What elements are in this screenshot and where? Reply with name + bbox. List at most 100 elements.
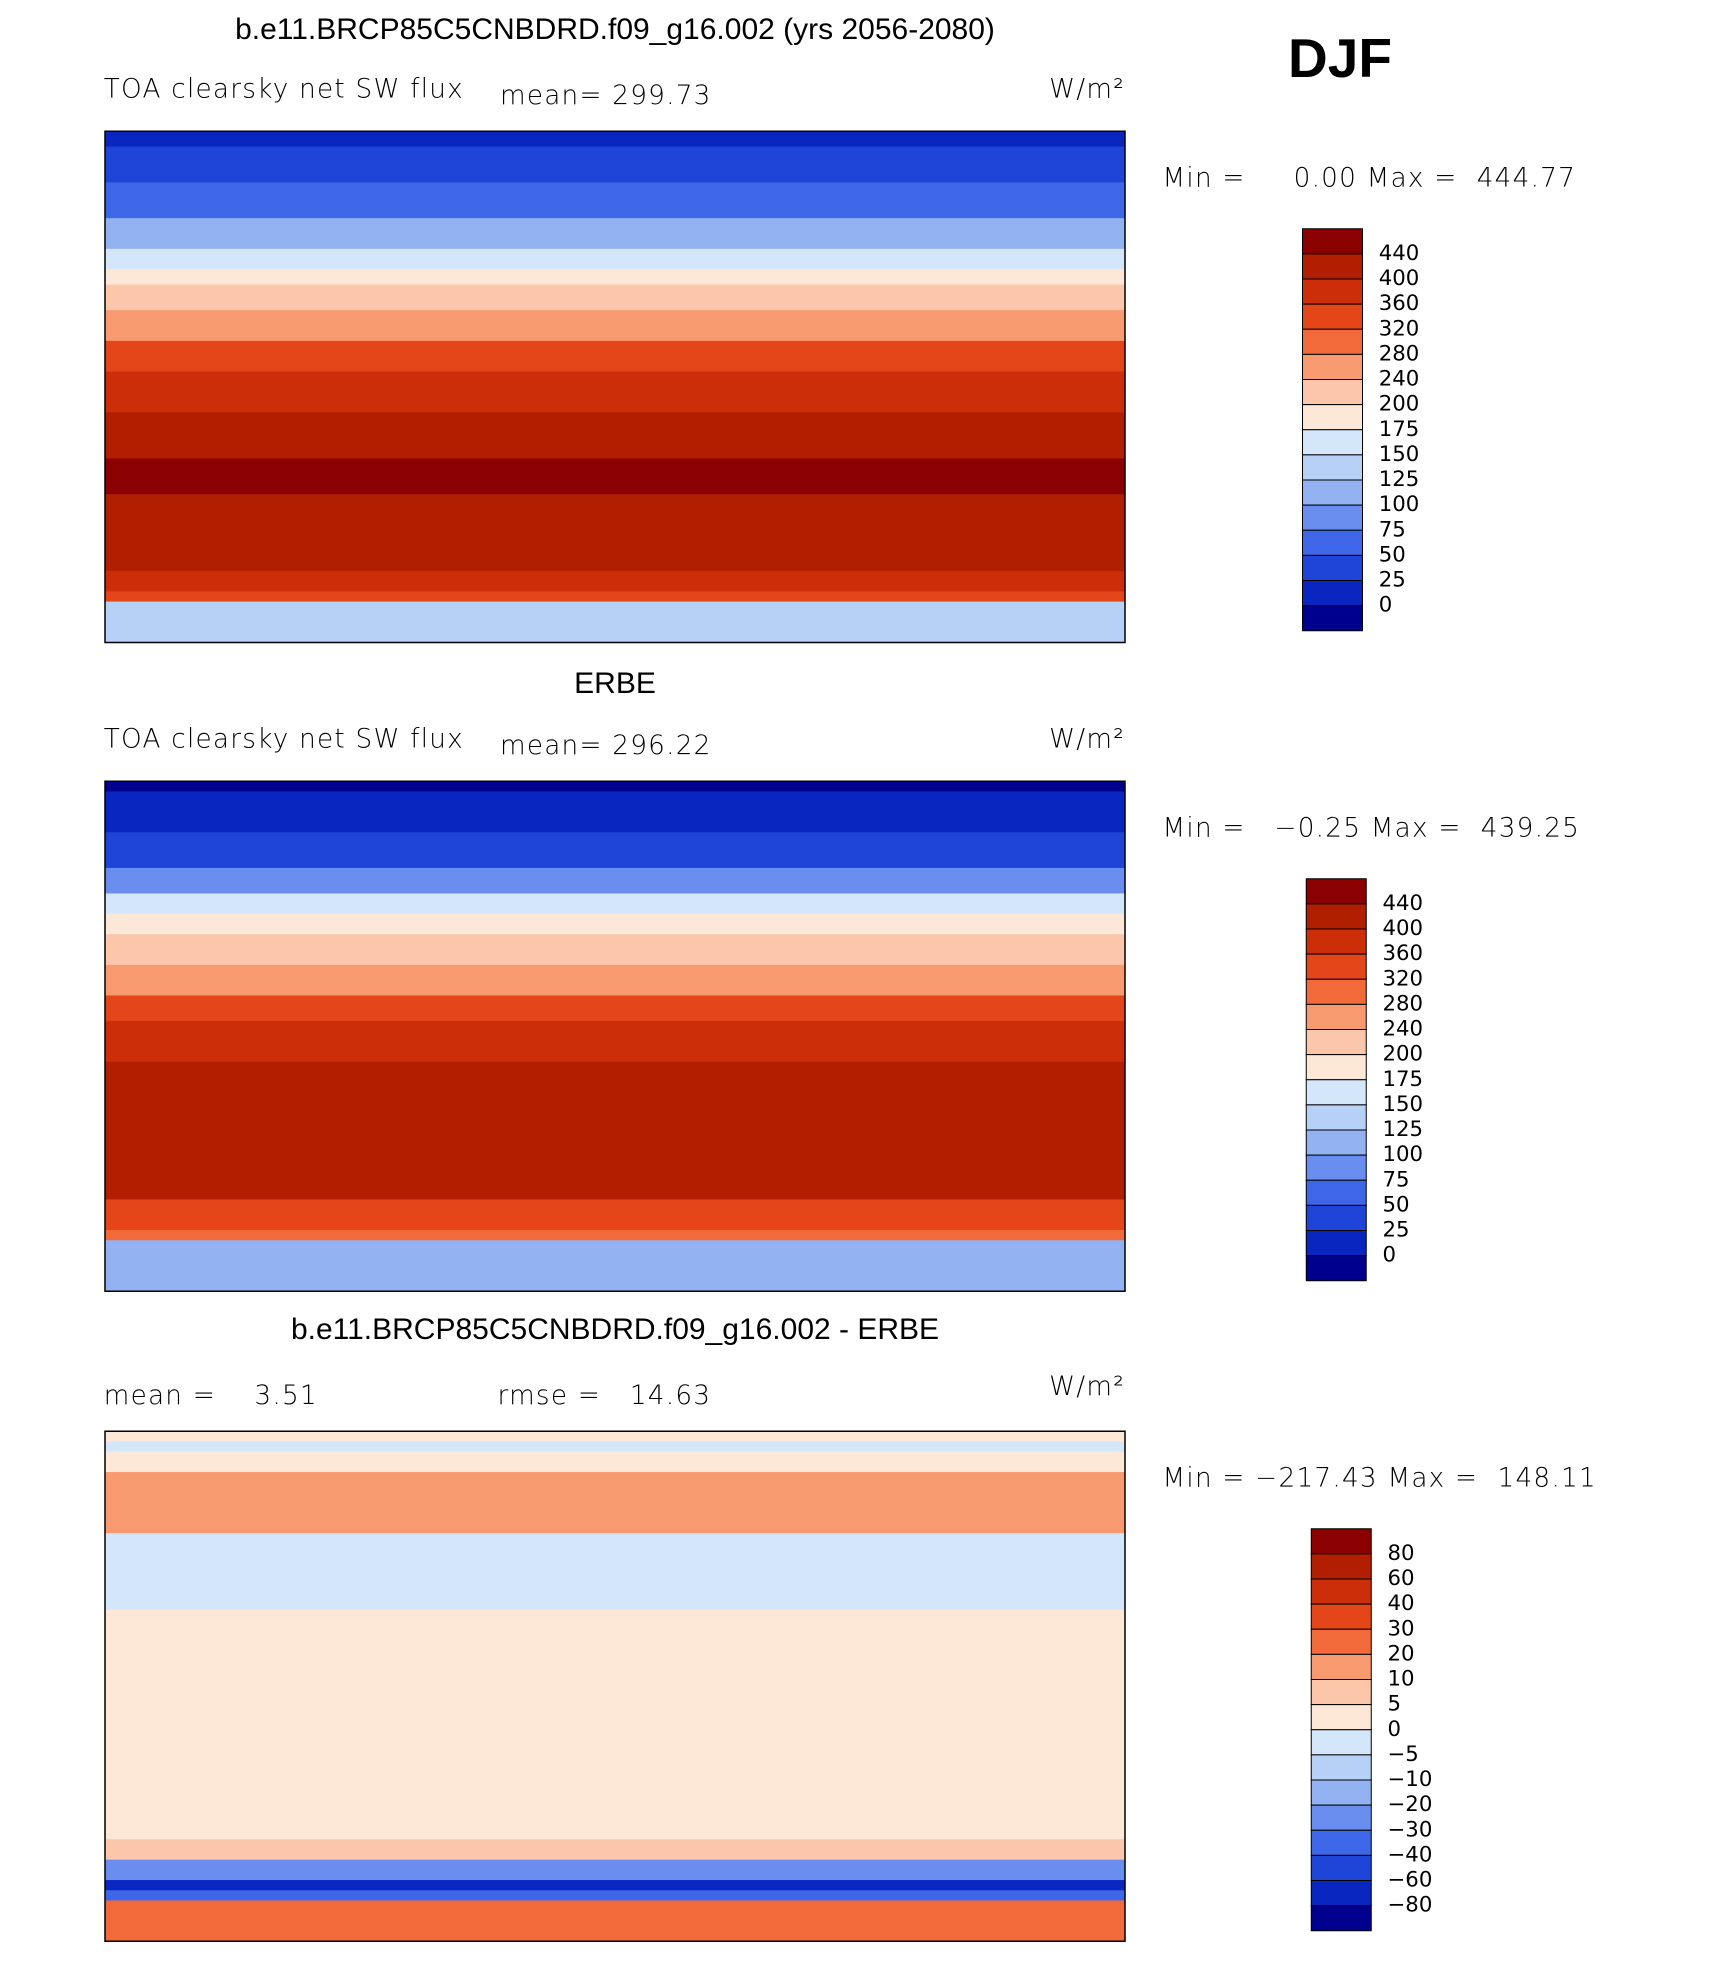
colorbar-box (1305, 1003, 1367, 1031)
mean-label: mean= 299.73 (500, 81, 712, 111)
colorbar-box (1305, 1204, 1367, 1231)
map-band (105, 1900, 1125, 1942)
map-frame (104, 1430, 1126, 1942)
map-band (105, 269, 1125, 286)
map-band (105, 340, 1125, 373)
colorbar-box (1302, 328, 1363, 355)
colorbar-label: 100 (1383, 1142, 1424, 1167)
colorbar-label: 175 (1383, 1067, 1424, 1092)
map-band (105, 1431, 1125, 1443)
map-band (105, 1472, 1125, 1534)
map-band (105, 371, 1125, 414)
map-band (105, 1451, 1125, 1473)
colorbar-label: 5 (1388, 1692, 1402, 1717)
colorbar-label: −60 (1388, 1868, 1433, 1893)
colorbar-box (1310, 1704, 1372, 1731)
colorbar-label: 240 (1383, 1017, 1424, 1042)
colorbar-label: −40 (1388, 1842, 1433, 1867)
mean-label: mean = 3.51 (104, 1381, 318, 1411)
colorbar-box (1302, 579, 1363, 607)
colorbar-box (1310, 1603, 1372, 1630)
map-band (105, 995, 1125, 1022)
map-band (105, 1441, 1125, 1453)
map-band (105, 131, 1125, 148)
colorbar-box (1310, 1578, 1372, 1605)
colorbar-label: 360 (1379, 291, 1420, 316)
colorbar-label: −20 (1388, 1792, 1433, 1817)
map-band (105, 1880, 1125, 1891)
colorbar-box (1302, 404, 1363, 431)
colorbar-label: 0 (1383, 1243, 1397, 1268)
colorbar-label: 400 (1379, 266, 1420, 291)
colorbar-box (1302, 479, 1363, 506)
colorbar-box (1310, 1854, 1372, 1882)
colorbar-label: 360 (1383, 941, 1424, 966)
colorbar-box (1310, 1678, 1372, 1706)
colorbar-box (1310, 1653, 1372, 1681)
colorbar-box (1310, 1804, 1372, 1831)
map-band (105, 893, 1125, 915)
map-band (105, 1859, 1125, 1881)
colorbar-label: 320 (1379, 316, 1420, 341)
map-band (105, 934, 1125, 966)
colorbar-box (1305, 928, 1367, 955)
map-band (105, 218, 1125, 250)
colorbar-label: −30 (1388, 1817, 1433, 1842)
colorbar-box (1302, 504, 1363, 531)
rmse-label: rmse = 14.63 (498, 1381, 712, 1411)
colorbar-box (1305, 1028, 1367, 1056)
map-band (105, 601, 1125, 644)
colorbar-label: 75 (1383, 1167, 1410, 1192)
colorbar-label: 30 (1388, 1616, 1415, 1641)
min-max-label: Min = −0.25 Max = 439.25 (1163, 813, 1581, 843)
colorbar-label: 440 (1383, 891, 1424, 916)
subtitle: TOA clearsky net SW flux (104, 75, 464, 105)
colorbar-label: 50 (1383, 1192, 1410, 1217)
colorbar-box (1305, 1179, 1367, 1206)
map-band (105, 1020, 1125, 1063)
colorbar-label: 175 (1379, 417, 1420, 442)
map-band (105, 284, 1125, 311)
colorbar-label: 60 (1388, 1566, 1415, 1591)
colorbar-box (1302, 303, 1363, 330)
map-band (105, 591, 1125, 603)
colorbar-box (1305, 1154, 1367, 1181)
map-band (105, 1199, 1125, 1231)
colorbar-box (1302, 253, 1363, 280)
colorbar-box (1305, 1129, 1367, 1156)
map-band (105, 832, 1125, 869)
colorbar-box (1310, 1528, 1372, 1555)
colorbar-box (1310, 1628, 1372, 1655)
colorbar-box (1310, 1829, 1372, 1856)
map-band (105, 310, 1125, 342)
colorbar-box (1305, 953, 1367, 980)
map-band (105, 1240, 1125, 1292)
map-band (105, 1061, 1125, 1201)
colorbar-label: 440 (1379, 241, 1420, 266)
colorbar-label: 200 (1379, 392, 1420, 417)
units-label: W/m² (1049, 1372, 1125, 1402)
map-band (105, 248, 1125, 270)
panel-title: b.e11.BRCP85C5CNBDRD.f09_g16.002 - ERBE (291, 1313, 939, 1346)
colorbar-label: 20 (1388, 1641, 1415, 1666)
colorbar-label: 75 (1379, 517, 1406, 542)
panel-title: ERBE (574, 667, 656, 700)
colorbar-box (1305, 978, 1367, 1005)
colorbar-box (1302, 228, 1363, 255)
min-max-label: Min = −217.43 Max = 148.11 (1163, 1463, 1597, 1493)
colorbar-box (1305, 1104, 1367, 1131)
map-band (105, 182, 1125, 219)
colorbar-box (1310, 1729, 1372, 1756)
colorbar-label: 25 (1383, 1218, 1410, 1243)
colorbar-label: 125 (1379, 467, 1420, 492)
map-band (105, 570, 1125, 592)
colorbar-box (1305, 878, 1367, 905)
colorbar-label: 150 (1379, 442, 1420, 467)
map-band (105, 791, 1125, 833)
colorbar-label: 125 (1383, 1117, 1424, 1142)
colorbar-box (1310, 1553, 1372, 1580)
colorbar-box (1302, 429, 1363, 456)
colorbar-box (1302, 278, 1363, 305)
min-max-label: Min = 0.00 Max = 444.77 (1163, 163, 1577, 193)
